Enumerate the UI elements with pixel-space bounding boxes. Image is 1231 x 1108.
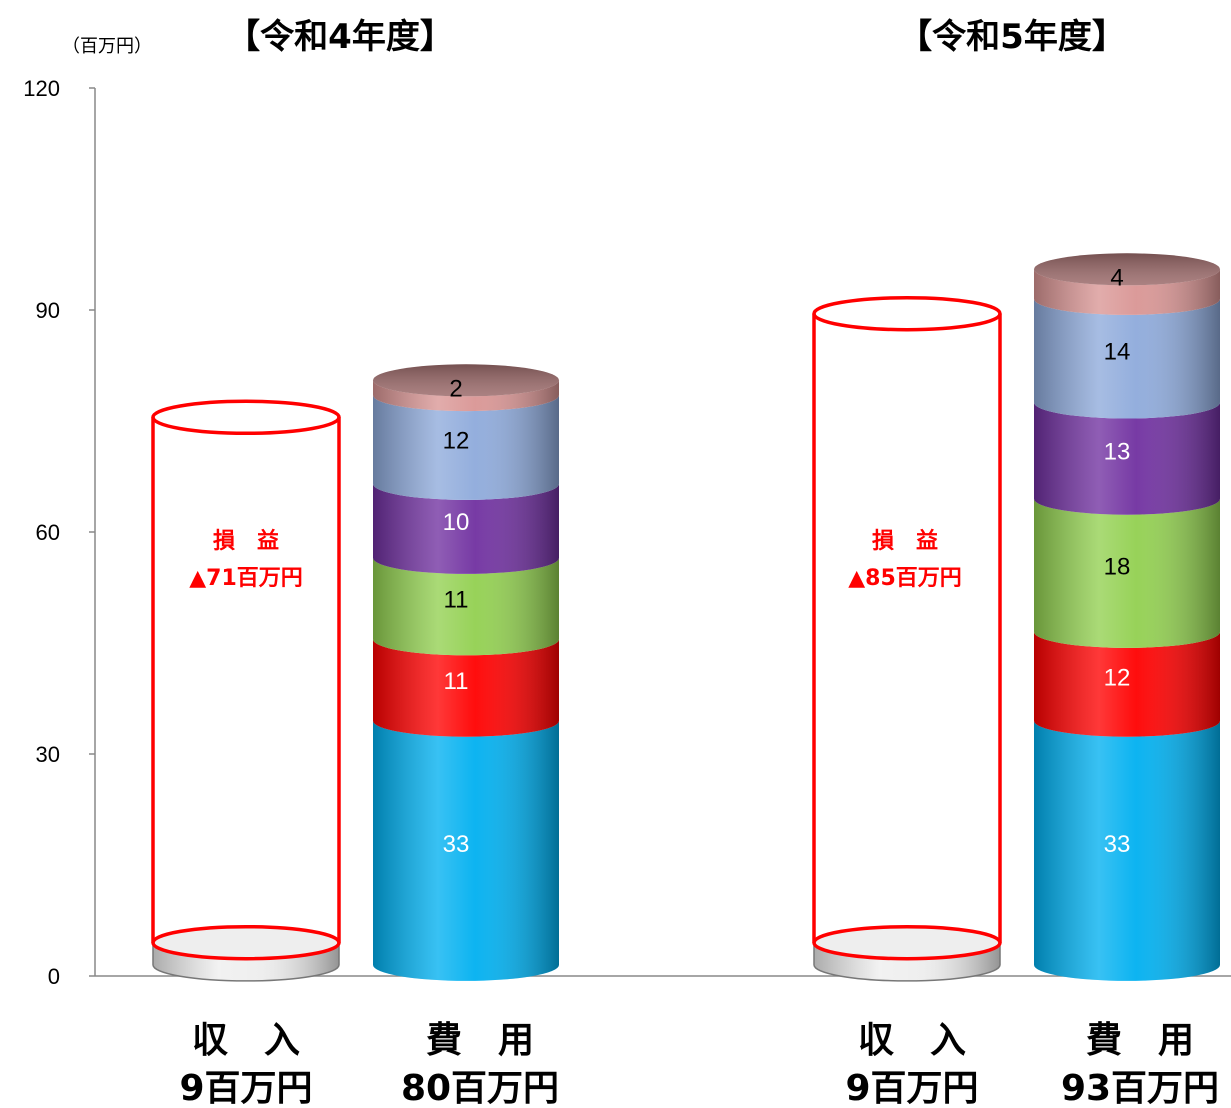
expense-segment-label: 11 [444, 587, 469, 614]
expense-segment-label: 4 [1110, 265, 1123, 292]
loss-label-line1: 損 益 [872, 528, 938, 554]
loss-top-ellipse [812, 295, 1002, 332]
loss-outline-cylinder [151, 399, 341, 961]
expense-top-cap-shade [1034, 253, 1220, 286]
expense-segment-shade [373, 639, 559, 737]
expense-top-cap-shade [373, 364, 559, 397]
expense-category-label: 費 用 [1086, 1020, 1194, 1061]
income-total-label: 9百万円 [845, 1068, 978, 1108]
expense-segment-shade [373, 380, 559, 412]
income-body-shade [814, 942, 1000, 981]
expense-segment-label: 10 [443, 509, 470, 536]
loss-label-line1: 損 益 [213, 528, 279, 554]
expense-segment-label: 12 [1104, 664, 1131, 691]
expense-segment-shade [1034, 298, 1220, 419]
y-tick-label: 90 [36, 298, 60, 323]
expense-segment-label: 2 [449, 376, 462, 403]
expense-segment-label: 11 [444, 668, 469, 695]
income-category-label: 収 入 [192, 1020, 300, 1061]
income-body-shade [153, 942, 339, 981]
expense-segment-shade [1034, 720, 1220, 981]
y-tick-label: 30 [36, 742, 60, 767]
expense-segment-shade [1034, 631, 1220, 737]
loss-bottom-ellipse [812, 924, 1002, 961]
income-total-label: 9百万円 [179, 1068, 312, 1108]
expense-segment-label: 13 [1104, 439, 1131, 466]
loss-top-ellipse [151, 399, 341, 436]
expense-segment-shade [373, 557, 559, 656]
expense-segment-label: 33 [1104, 831, 1131, 858]
y-tick-label: 120 [23, 76, 60, 101]
expense-segment-label: 14 [1104, 339, 1131, 366]
expense-segment-shade [1034, 402, 1220, 515]
loss-outline-cylinder [812, 295, 1002, 961]
panel-title: 【令和4年度】 [226, 17, 454, 57]
loss-label-line2: ▲71百万円 [189, 566, 303, 591]
expense-stacked-cylinder: 33 12 18 13 14 4 [1034, 253, 1220, 981]
expense-total-label: 80百万円 [401, 1068, 559, 1108]
income-outline [152, 942, 340, 982]
expense-total-label: 93百万円 [1061, 1068, 1219, 1108]
expense-segment-shade [1034, 498, 1220, 648]
y-tick-label: 60 [36, 520, 60, 545]
income-outline [813, 942, 1001, 982]
expense-segment-shade [373, 395, 559, 500]
loss-bottom-ellipse [151, 924, 341, 961]
income-category-label: 収 入 [858, 1020, 966, 1061]
expense-segment-label: 18 [1104, 553, 1131, 580]
expense-stacked-cylinder: 33 11 11 10 12 2 [373, 364, 559, 981]
y-tick-label: 0 [48, 964, 60, 989]
unit-label: （百万円） [62, 36, 152, 57]
expense-segment-shade [373, 720, 559, 981]
expense-segment-label: 33 [443, 831, 470, 858]
expense-segment-shade [373, 483, 559, 574]
expense-segment-shade [1034, 269, 1220, 315]
expense-segment-label: 12 [443, 428, 470, 455]
loss-label-line2: ▲85百万円 [848, 566, 962, 591]
panel-title: 【令和5年度】 [898, 17, 1126, 57]
expense-category-label: 費 用 [426, 1020, 534, 1061]
